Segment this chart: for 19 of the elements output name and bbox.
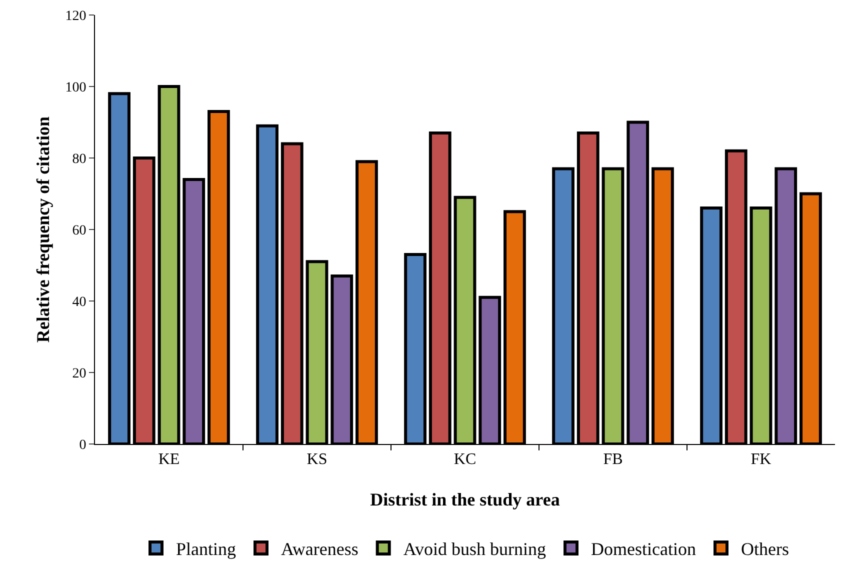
y-tick-label: 20 — [72, 366, 86, 382]
legend-label: Awareness — [281, 539, 358, 560]
x-tick-label: KE — [158, 451, 180, 468]
y-tick-label: 100 — [65, 80, 86, 96]
y-axis-title: Relative frequency of citation — [33, 116, 53, 343]
y-tick-label: 40 — [72, 294, 86, 310]
y-tick-label: 80 — [72, 152, 86, 167]
x-tick-label: FB — [603, 451, 623, 468]
y-tick-label: 0 — [79, 438, 86, 453]
y-tick-label: 60 — [72, 223, 86, 238]
legend-label: Avoid bush burning — [403, 539, 546, 560]
x-tick-label: KS — [306, 451, 328, 468]
x-tick-label: KC — [454, 451, 476, 468]
x-tick-label: FK — [750, 451, 772, 468]
y-tick-label: 120 — [65, 8, 86, 24]
legend-label: Others — [741, 539, 789, 560]
x-axis-title: Distrist in the study area — [370, 489, 560, 510]
legend-label: Domestication — [591, 539, 696, 560]
legend-label: Planting — [176, 539, 236, 560]
